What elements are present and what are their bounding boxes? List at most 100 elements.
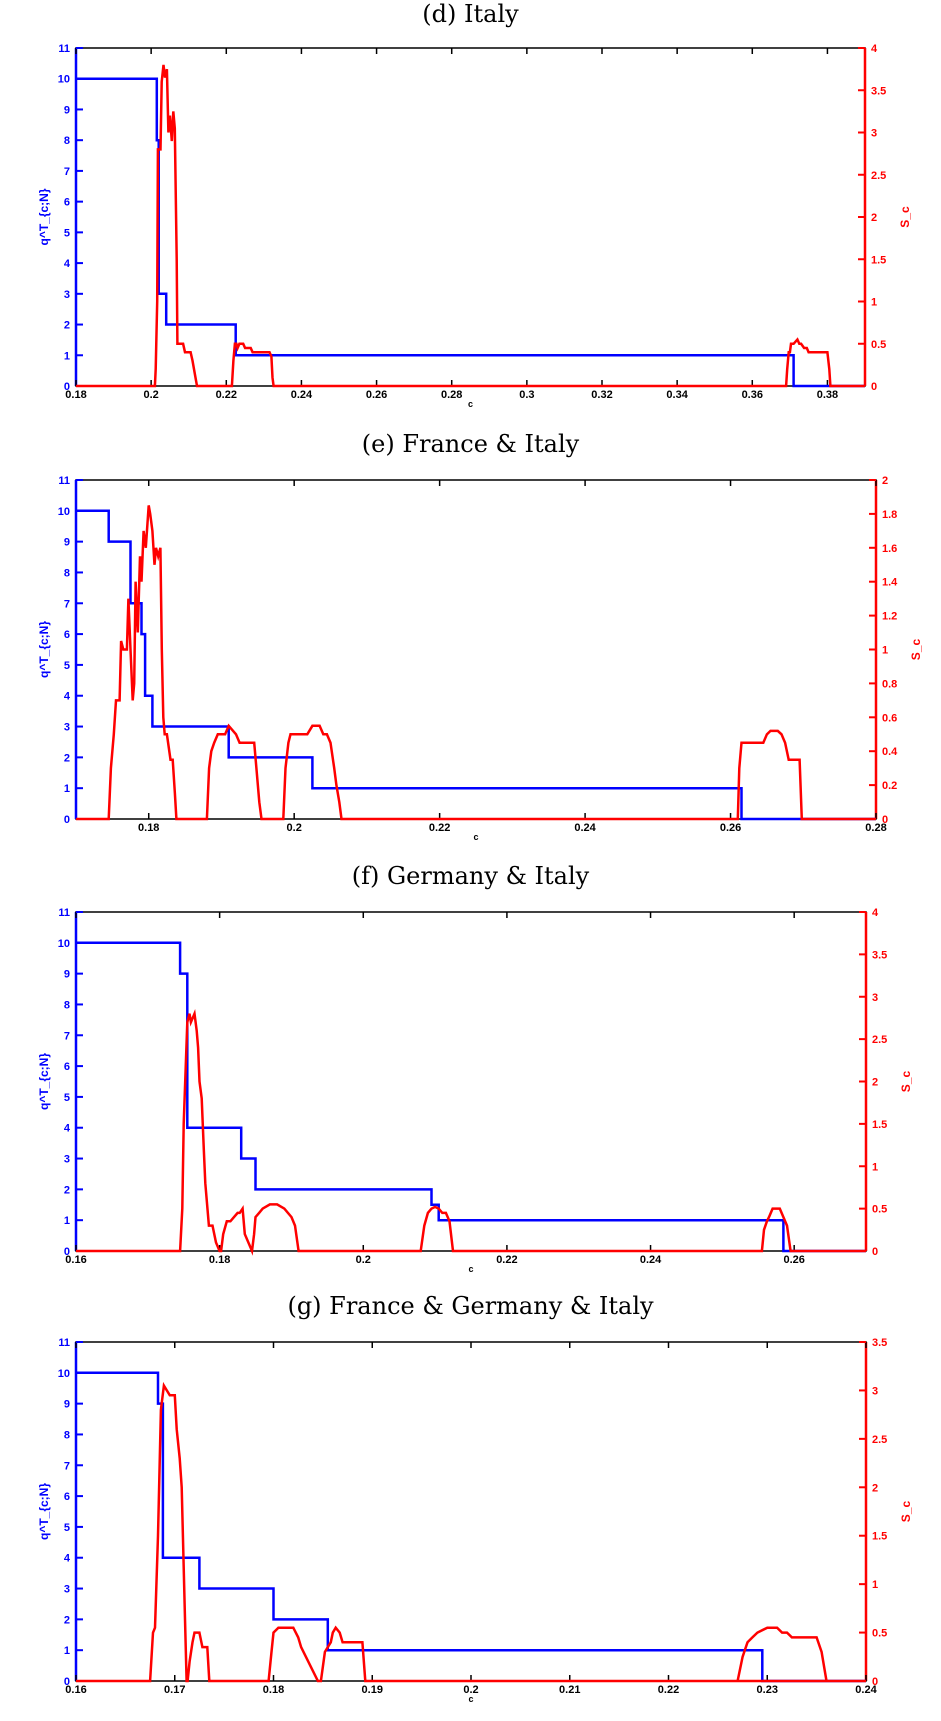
y-right-tick-label: 1 (882, 645, 888, 657)
x-tick-label: 0.36 (742, 389, 763, 401)
y-left-tick-label: 2 (64, 752, 70, 764)
y-right-tick-label: 3 (872, 992, 878, 1004)
y-left-tick-label: 8 (64, 999, 70, 1011)
x-tick-label: 0.22 (496, 1254, 517, 1266)
x-tick-label: 0.28 (865, 822, 886, 834)
plot-frame (75, 479, 877, 820)
y-left-tick-label: 11 (58, 1337, 70, 1349)
chart-title: (f) Germany & Italy (351, 862, 590, 890)
y-right-axis-label: S_c (899, 1071, 913, 1093)
x-tick-label: 0.2 (287, 822, 302, 834)
x-tick-label: 0.17 (164, 1684, 185, 1696)
x-axis-label: c (468, 399, 473, 409)
series-line-q (76, 77, 865, 388)
y-left-tick-label: 6 (64, 1491, 70, 1503)
y-right-tick-label: 3.5 (872, 949, 887, 961)
y-right-tick-label: 1.5 (871, 254, 886, 266)
y-left-tick-label: 5 (64, 1092, 70, 1104)
y-left-tick-label: 5 (64, 227, 70, 239)
y-right-tick-label: 0.5 (872, 1628, 887, 1640)
chart-panel-d: (d) Italy 0.18 0.2 0.22 0.24 0.26 0.28 0.3 0.32… (0, 0, 941, 409)
x-tick-label: 0.22 (658, 1684, 679, 1696)
y-left-tick-label: 8 (64, 135, 70, 147)
y-right-tick-label: 2.5 (872, 1034, 887, 1046)
x-tick-label: 0.24 (855, 1684, 877, 1696)
y-right-tick-label: 0.6 (882, 712, 897, 724)
y-left-tick-label: 7 (64, 166, 70, 178)
y-right-tick-label: 0 (872, 1676, 878, 1688)
y-left-axis-label: q^T_{c;N} (37, 1483, 51, 1540)
x-tick-label: 0.26 (720, 822, 741, 834)
y-right-axis-label: S_c (898, 206, 912, 228)
y-left-tick-label: 4 (64, 1553, 71, 1565)
y-left-tick-label: 2 (64, 1184, 70, 1196)
y-left-tick-label: 8 (64, 567, 70, 579)
x-tick-label: 0.3 (519, 389, 534, 401)
y-right-tick-label: 1.2 (882, 611, 897, 623)
x-tick-label: 0.18 (65, 389, 86, 401)
y-right-tick-label: 1.8 (882, 509, 897, 521)
y-left-tick-label: 1 (64, 783, 70, 795)
series-line-s (76, 1381, 866, 1683)
y-left-tick-label: 2 (64, 1614, 70, 1626)
x-tick-label: 0.2 (356, 1254, 371, 1266)
y-left-tick-label: 11 (58, 907, 70, 919)
y-right-tick-label: 2 (882, 475, 888, 487)
x-tick-label: 0.21 (559, 1684, 580, 1696)
y-left-tick-label: 0 (64, 1676, 70, 1688)
y-right-tick-label: 0.5 (871, 339, 886, 351)
y-left-tick-label: 9 (64, 104, 70, 116)
y-left-tick-label: 0 (64, 381, 70, 393)
chart-panel-e: (e) France & Italy 0.18 0.2 0.22 0.24 0.26 0.… (0, 430, 941, 842)
series-line-q (76, 941, 866, 1253)
y-right-axis-label: S_c (909, 639, 923, 661)
x-tick-label: 0.2 (463, 1684, 478, 1696)
series-line-s (76, 64, 865, 388)
x-tick-label: 0.19 (362, 1684, 383, 1696)
y-right-tick-label: 4 (872, 907, 879, 919)
y-right-tick-label: 2.5 (872, 1434, 887, 1446)
series-line-q (76, 509, 876, 821)
y-left-tick-label: 7 (64, 1460, 70, 1472)
chart-panel-f: (f) Germany & Italy 0.16 0.18 0.2 0.22 0.24 0… (0, 862, 941, 1274)
x-tick-label: 0.22 (429, 822, 450, 834)
y-left-tick-label: 1 (64, 1215, 70, 1227)
plot-frame (75, 1341, 867, 1682)
y-right-tick-label: 4 (871, 43, 878, 55)
y-right-tick-label: 1.6 (882, 543, 897, 555)
y-left-tick-label: 10 (58, 938, 70, 950)
y-left-tick-label: 1 (64, 350, 70, 362)
chart-title: (d) Italy (422, 0, 519, 28)
y-left-tick-label: 10 (58, 506, 70, 518)
y-right-tick-label: 2 (872, 1077, 878, 1089)
y-left-tick-label: 7 (64, 598, 70, 610)
y-left-tick-label: 6 (64, 197, 70, 209)
y-left-tick-label: 11 (58, 43, 70, 55)
y-left-tick-label: 4 (64, 691, 71, 703)
chart-f: 0.16 0.18 0.2 0.22 0.24 0.26 0 1 2 3 4 5 6 7 8 9 10 11 0 0.… (37, 907, 913, 1274)
y-left-tick-label: 9 (64, 969, 70, 981)
chart-title: (g) France & Germany & Italy (287, 1292, 654, 1320)
x-tick-label: 0.34 (666, 389, 688, 401)
series-line-s (76, 1008, 866, 1256)
x-tick-label: 0.24 (640, 1254, 662, 1266)
y-left-axis-label: q^T_{c;N} (37, 188, 51, 245)
y-left-tick-label: 3 (64, 1154, 70, 1166)
y-right-axis-label: S_c (899, 1501, 913, 1523)
y-left-axis-label: q^T_{c;N} (37, 621, 51, 678)
x-tick-label: 0.16 (65, 1684, 86, 1696)
y-right-tick-label: 2.5 (871, 170, 886, 182)
y-right-tick-label: 1 (871, 297, 877, 309)
y-right-tick-label: 1.5 (872, 1119, 887, 1131)
y-right-tick-label: 0 (872, 1246, 878, 1258)
y-left-tick-label: 6 (64, 629, 70, 641)
y-left-tick-label: 7 (64, 1030, 70, 1042)
y-left-tick-label: 0 (64, 1246, 70, 1258)
x-tick-label: 0.18 (263, 1684, 284, 1696)
plot-frame (75, 47, 866, 387)
x-tick-label: 0.38 (817, 389, 838, 401)
y-left-tick-label: 3 (64, 289, 70, 301)
y-left-tick-label: 9 (64, 537, 70, 549)
y-left-tick-label: 4 (64, 258, 71, 270)
y-right-tick-label: 2 (871, 212, 877, 224)
